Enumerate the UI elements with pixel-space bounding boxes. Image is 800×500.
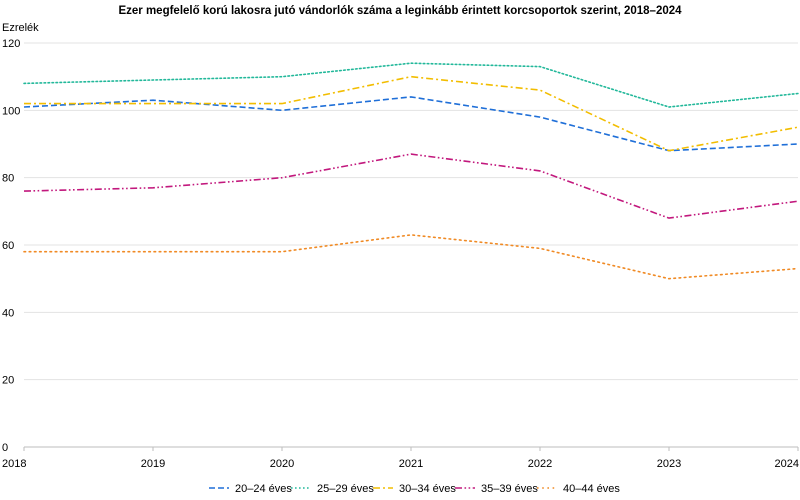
series-line-1 — [23, 62, 799, 108]
series-line-4 — [23, 234, 799, 280]
legend-label: 20–24 éves — [235, 483, 292, 495]
y-tick-label: 20 — [2, 375, 14, 387]
x-tick-label: 2024 — [775, 458, 799, 470]
x-tick-label: 2023 — [657, 458, 681, 470]
y-tick-label: 120 — [2, 38, 20, 50]
y-tick-label: 60 — [2, 240, 14, 252]
legend: 20–24 éves 25–29 éves 30–34 éves 35–39 éves… — [209, 483, 620, 495]
x-tick-label: 2020 — [270, 458, 294, 470]
legend-label: 30–34 éves — [399, 483, 456, 495]
chart-title: Ezer megfelelő korú lakosra jutó vándorl… — [118, 5, 682, 17]
legend-item: 30–34 éves — [373, 483, 456, 495]
gridlines — [24, 42, 798, 448]
legend-item: 20–24 éves — [209, 483, 292, 495]
series-line-2 — [24, 75, 799, 152]
x-tick-label: 2022 — [528, 458, 552, 470]
legend-item: 35–39 éves — [455, 483, 538, 495]
series-lines — [23, 62, 799, 280]
x-tick-label: 2018 — [2, 458, 26, 470]
x-tick-label: 2019 — [141, 458, 165, 470]
legend-label: 25–29 éves — [317, 483, 374, 495]
y-tick-label: 80 — [2, 173, 14, 185]
x-tick-label: 2021 — [399, 458, 423, 470]
legend-item: 25–29 éves — [291, 483, 374, 495]
legend-item: 40–44 éves — [537, 483, 620, 495]
y-tick-label: 100 — [2, 105, 20, 117]
y-axis-unit-label: Ezrelék — [2, 22, 39, 34]
series-line-3 — [23, 153, 799, 219]
y-tick-label: 0 — [2, 442, 8, 454]
y-axis-ticks: 0 20 40 60 80 100 120 — [2, 38, 20, 454]
y-tick-label: 40 — [2, 307, 14, 319]
x-axis-ticks: 2018 2019 2020 2021 2022 2023 2024 — [2, 447, 799, 470]
legend-label: 35–39 éves — [481, 483, 538, 495]
legend-label: 40–44 éves — [563, 483, 620, 495]
